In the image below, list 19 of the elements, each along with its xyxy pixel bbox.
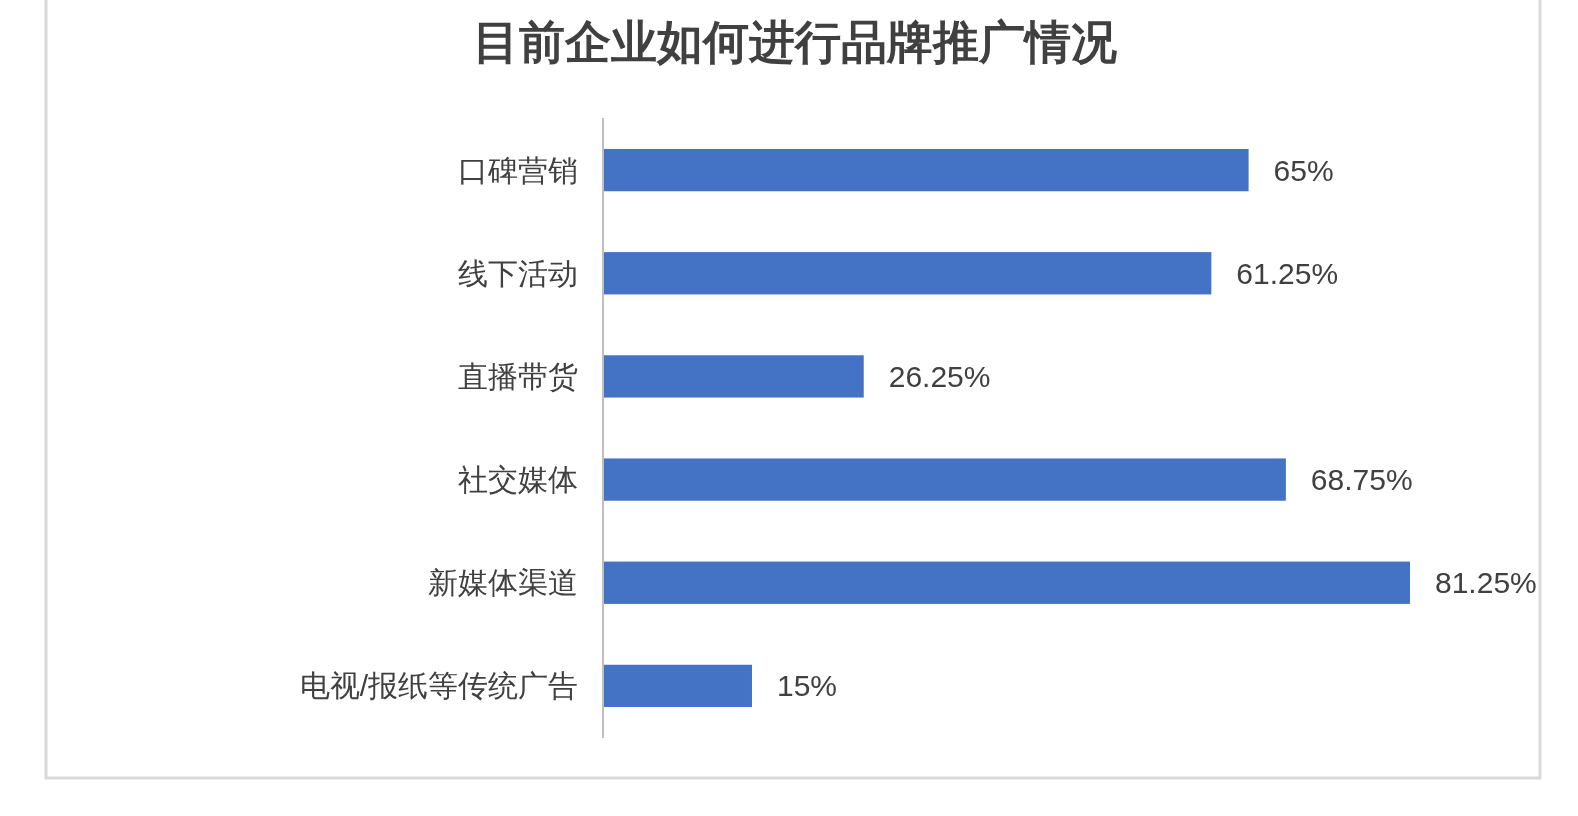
bar xyxy=(603,664,752,708)
data-label: 81.25% xyxy=(1435,566,1537,600)
bar xyxy=(603,355,864,398)
data-label: 15% xyxy=(776,669,838,703)
bar xyxy=(603,148,1249,192)
y-tick-label: 线下活动 xyxy=(458,256,578,290)
y-tick-label: 新媒体渠道 xyxy=(428,566,578,600)
data-label: 61.25% xyxy=(1236,256,1339,290)
data-label: 68.75% xyxy=(1310,463,1413,497)
data-label: 65% xyxy=(1273,153,1334,187)
bar xyxy=(603,252,1212,295)
y-tick-label: 口碑营销 xyxy=(458,153,578,187)
y-tick-label: 电视/报纸等传统广告 xyxy=(299,669,578,703)
bar xyxy=(603,458,1286,501)
data-label: 26.25% xyxy=(888,359,991,393)
y-tick-label: 直播带货 xyxy=(458,359,578,393)
chart-title: 目前企业如何进行品牌推广情况 xyxy=(473,17,1117,68)
bar xyxy=(603,561,1410,604)
y-tick-label: 社交媒体 xyxy=(458,463,578,497)
